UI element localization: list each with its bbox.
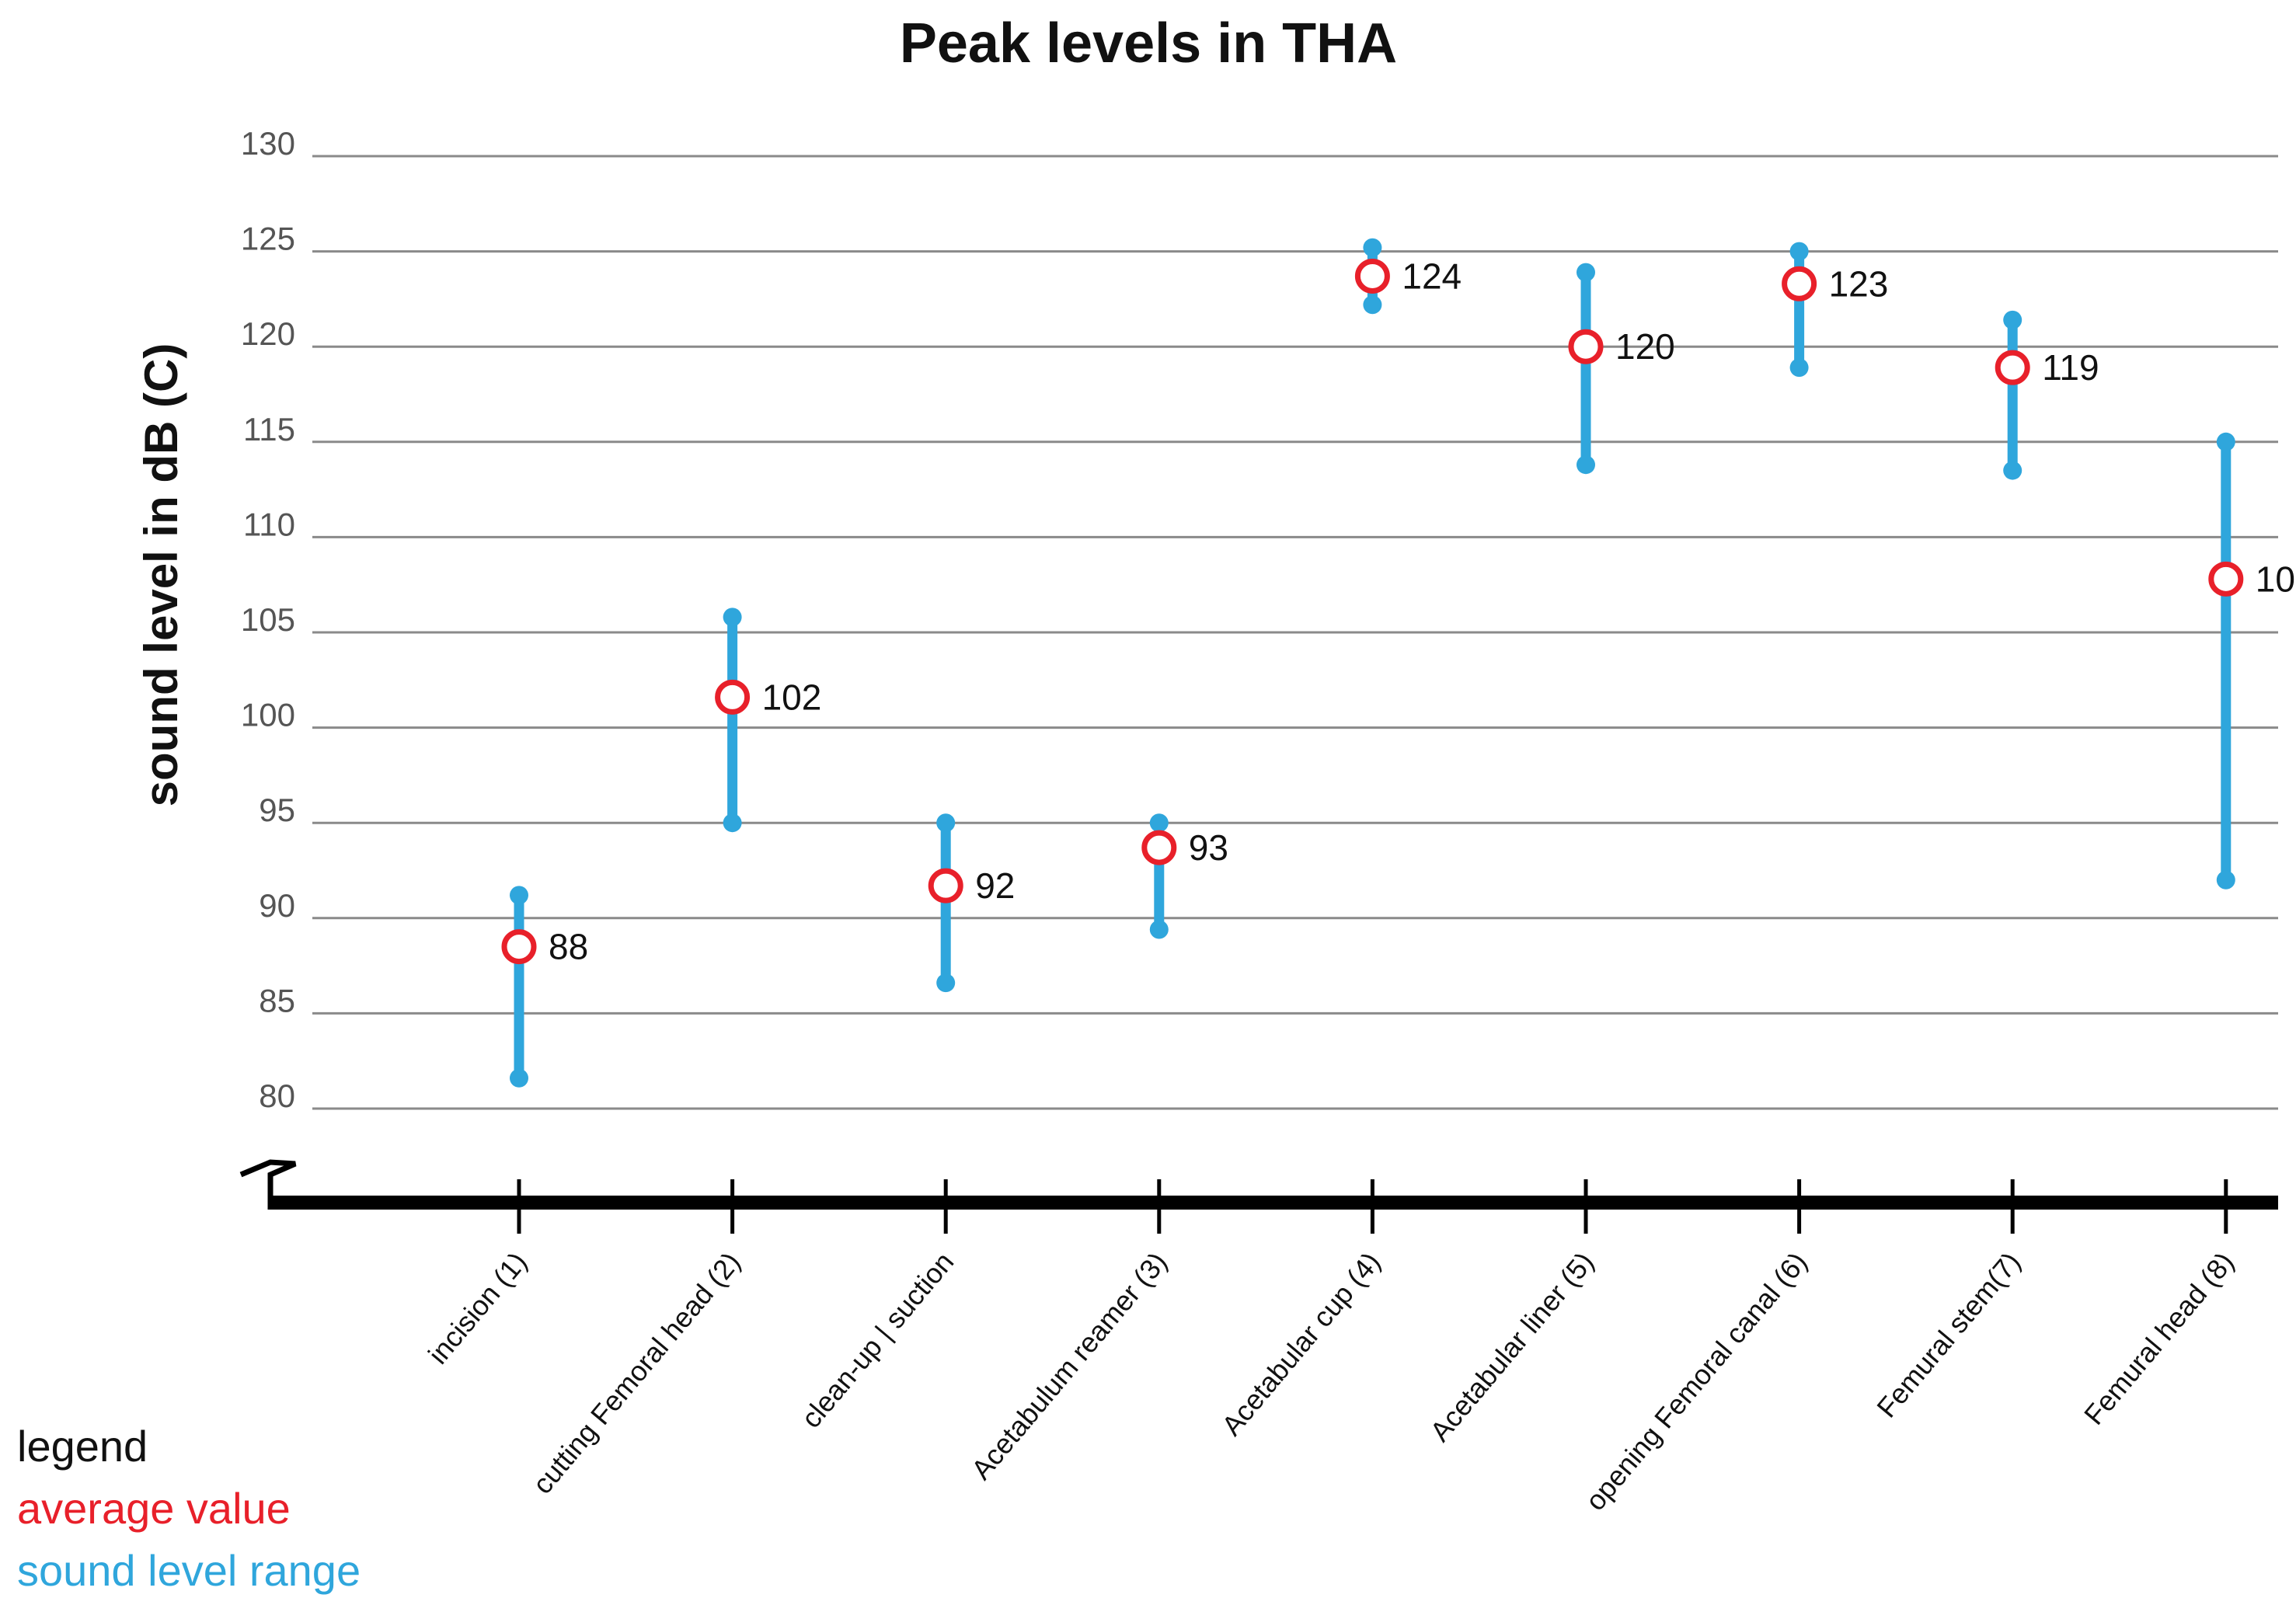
y-tick-label: 85 [259, 982, 295, 1018]
average-point [1995, 350, 2030, 385]
range-max-point [1789, 242, 1809, 261]
data-label: 88 [549, 927, 588, 967]
y-tick-label: 80 [259, 1078, 295, 1114]
y-tick-label: 125 [241, 221, 295, 257]
range-min-point [936, 973, 956, 993]
average-series: 88 102 92 93 124 120 123 119 108 [501, 256, 2296, 967]
y-tick-labels: 130 125 120 115 110 105 100 95 90 85 80 [241, 125, 295, 1114]
data-label: 123 [1829, 263, 1889, 304]
average-point [715, 679, 751, 715]
x-tick-label: cutting Femoral head (2) [526, 1246, 747, 1500]
range-min-point [510, 1068, 528, 1088]
y-tick-label: 110 [243, 506, 295, 542]
x-tick-label: Acetabulum reamer (3) [965, 1246, 1173, 1485]
data-label: 92 [975, 865, 1015, 906]
y-tick-label: 95 [259, 792, 295, 828]
average-point [1354, 258, 1390, 294]
legend-average: average value [17, 1484, 291, 1533]
gridlines [312, 155, 2278, 1110]
average-point [2208, 561, 2244, 597]
range-max-point [1577, 263, 1595, 282]
range-min-point [1789, 358, 1809, 378]
x-axis [239, 1159, 2278, 1234]
range-min-point [2216, 870, 2235, 890]
y-axis-label: sound level in dB (C) [135, 343, 187, 807]
legend: legend average value sound level range [17, 1415, 361, 1602]
x-tick-label: Femural stem(7) [1870, 1246, 2026, 1424]
y-tick-label: 130 [241, 125, 295, 162]
range-min-point [1363, 295, 1382, 315]
average-point [501, 929, 537, 965]
average-point [1141, 830, 1177, 865]
y-tick-label: 120 [241, 315, 295, 352]
range-min-point [1577, 455, 1595, 475]
range-min-point [723, 813, 742, 833]
range-max-point [510, 886, 528, 905]
data-label: 93 [1189, 827, 1228, 868]
x-tick-label: incision (1) [422, 1246, 533, 1370]
legend-heading: legend [17, 1422, 148, 1471]
average-point [1782, 266, 1817, 301]
data-label: 120 [1615, 326, 1675, 367]
x-tick-label: Acetabular cup (4) [1215, 1246, 1386, 1442]
range-max-point [1363, 238, 1382, 257]
range-min-point [1149, 920, 1169, 939]
average-point [928, 868, 963, 903]
x-tick-label: clean-up | suction [795, 1246, 960, 1434]
x-tick-labels: incision (1)cutting Femoral head (2) clea… [422, 1246, 2240, 1516]
y-tick-label: 100 [241, 697, 295, 733]
y-tick-label: 90 [259, 887, 295, 924]
x-tick-label: Femural head (8) [2078, 1246, 2240, 1431]
range-max-point [936, 813, 956, 833]
range-max-point [2216, 432, 2235, 451]
axis-break-symbol [239, 1159, 297, 1210]
range-series [510, 238, 2235, 1088]
data-label: 108 [2256, 559, 2296, 599]
legend-range: sound level range [17, 1546, 361, 1595]
range-max-point [1149, 813, 1169, 833]
x-tick-label: opening Femoral canal (6) [1579, 1246, 1813, 1516]
average-point [1568, 329, 1604, 364]
range-max-point [2003, 310, 2023, 329]
range-max-point [723, 608, 742, 627]
y-tick-label: 115 [243, 411, 295, 447]
data-label: 119 [2042, 347, 2099, 388]
range-min-point [2003, 461, 2023, 480]
y-tick-label: 105 [241, 601, 295, 638]
x-tick-label: Acetabular liner (5) [1423, 1246, 1600, 1447]
data-label: 124 [1402, 256, 1462, 296]
chart-title: Peak levels in THA [900, 12, 1397, 75]
data-label: 102 [762, 677, 822, 717]
